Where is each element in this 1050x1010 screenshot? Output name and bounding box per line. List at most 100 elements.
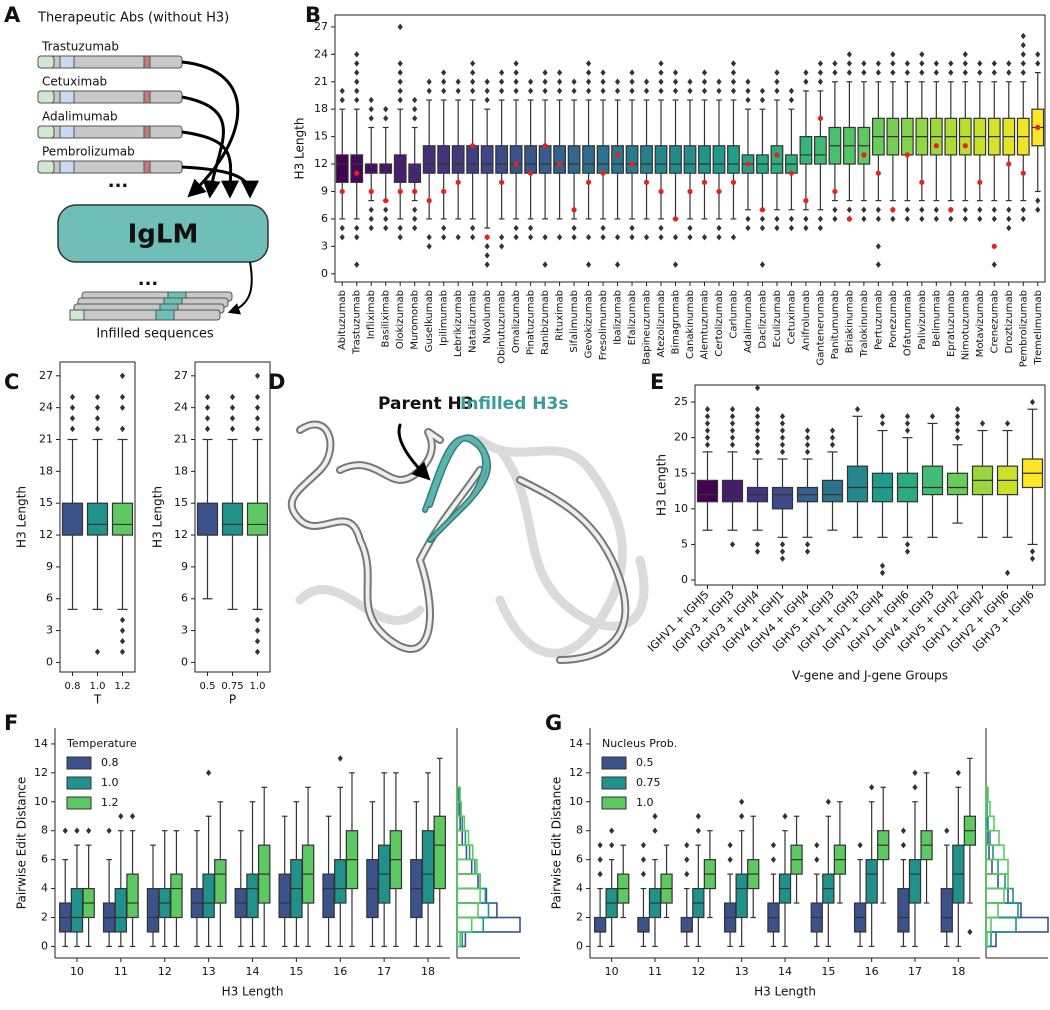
outlier <box>499 69 505 76</box>
y-tick-label: 27 <box>39 369 53 382</box>
y-tick-label: 12 <box>569 766 583 779</box>
outlier <box>254 648 261 656</box>
box <box>660 844 673 919</box>
outlier <box>470 78 476 85</box>
outlier <box>629 233 635 241</box>
mean-marker <box>585 179 592 185</box>
box <box>944 60 958 223</box>
outlier <box>1035 197 1041 204</box>
model-label: IgLM <box>128 220 199 250</box>
outlier <box>817 69 824 76</box>
outlier <box>118 813 124 820</box>
box <box>900 60 914 223</box>
outlier <box>1006 215 1012 223</box>
outlier <box>614 87 621 95</box>
outlier <box>119 648 126 656</box>
histogram-bar <box>456 844 468 861</box>
x-tick-label: Epratuzumab <box>946 290 957 357</box>
box-body <box>946 472 969 496</box>
x-axis-label: H3 Length <box>754 985 816 999</box>
outlier <box>933 206 939 213</box>
box-body <box>393 154 407 183</box>
panel-label: F <box>4 711 18 735</box>
y-tick-label: 4 <box>41 882 48 895</box>
histogram-bar <box>456 916 521 933</box>
mean-marker <box>397 188 403 195</box>
outlier <box>716 78 722 85</box>
y-tick-label: 5 <box>681 537 688 550</box>
outlier <box>729 541 736 548</box>
y-tick-label: 0 <box>46 655 53 668</box>
outlier <box>919 60 925 67</box>
outlier <box>779 548 786 555</box>
outlier <box>977 215 983 223</box>
outlier <box>643 78 650 85</box>
x-tick-label: Adalimumab <box>743 290 754 353</box>
histogram-bar <box>985 916 1049 933</box>
outlier <box>571 224 577 232</box>
outlier <box>339 87 345 95</box>
outlier <box>904 215 910 223</box>
outlier <box>354 69 360 76</box>
mean-marker <box>614 152 621 158</box>
outlier <box>499 233 505 241</box>
y-axis-label: H3 Length <box>15 486 29 548</box>
outlier <box>652 813 658 820</box>
outlier <box>1006 206 1012 213</box>
outlier <box>652 827 658 834</box>
outlier <box>412 115 418 122</box>
outlier <box>1035 60 1041 67</box>
outlier <box>875 243 881 250</box>
outlier <box>825 798 831 805</box>
outlier <box>774 87 780 95</box>
box <box>593 841 607 948</box>
box-body <box>334 859 347 904</box>
outlier <box>782 813 788 820</box>
outlier <box>658 233 664 241</box>
outlier <box>979 420 986 427</box>
outlier <box>754 441 761 448</box>
box <box>61 393 84 610</box>
x-tick-label: Ipilimumab <box>439 290 450 346</box>
box <box>611 78 624 268</box>
x-tick-label: Pertuzumab <box>873 290 884 350</box>
x-tick-label: 13 <box>735 965 749 978</box>
outlier <box>571 233 577 241</box>
x-tick-label: 0.75 <box>221 681 243 692</box>
outlier <box>339 233 345 241</box>
outlier <box>397 224 403 232</box>
outlier <box>672 233 679 241</box>
box <box>886 51 900 223</box>
x-tick-label: Crenezumab <box>989 290 1000 353</box>
outlier <box>754 434 761 441</box>
mean-marker <box>875 170 881 176</box>
mean-marker <box>730 179 737 185</box>
annotation: Infilled H3s <box>460 394 568 414</box>
box <box>853 841 867 948</box>
outlier <box>254 404 261 411</box>
outlier <box>368 206 374 213</box>
outlier <box>716 233 722 241</box>
box-body <box>114 887 128 933</box>
outlier <box>944 827 950 834</box>
outlier <box>254 627 261 634</box>
y-tick-label: 6 <box>576 853 583 866</box>
x-tick-label: Nimotuzumab <box>960 290 971 360</box>
x-tick-label: 12 <box>158 965 172 978</box>
histogram-bar <box>456 873 481 890</box>
histogram-bar <box>456 931 467 948</box>
outlier <box>861 60 867 67</box>
mean-marker <box>354 170 360 176</box>
x-tick-label: Tralokinumab <box>859 290 870 358</box>
box <box>767 841 780 948</box>
outlier <box>69 404 76 411</box>
legend-label: 1.0 <box>101 776 119 789</box>
x-tick-label: Palivizumab <box>917 290 928 350</box>
outlier <box>119 638 126 645</box>
box <box>86 393 109 656</box>
y-tick-label: 0 <box>321 267 328 280</box>
outlier <box>397 87 403 95</box>
outlier <box>609 841 615 849</box>
box <box>771 413 794 562</box>
box-body <box>86 502 109 536</box>
